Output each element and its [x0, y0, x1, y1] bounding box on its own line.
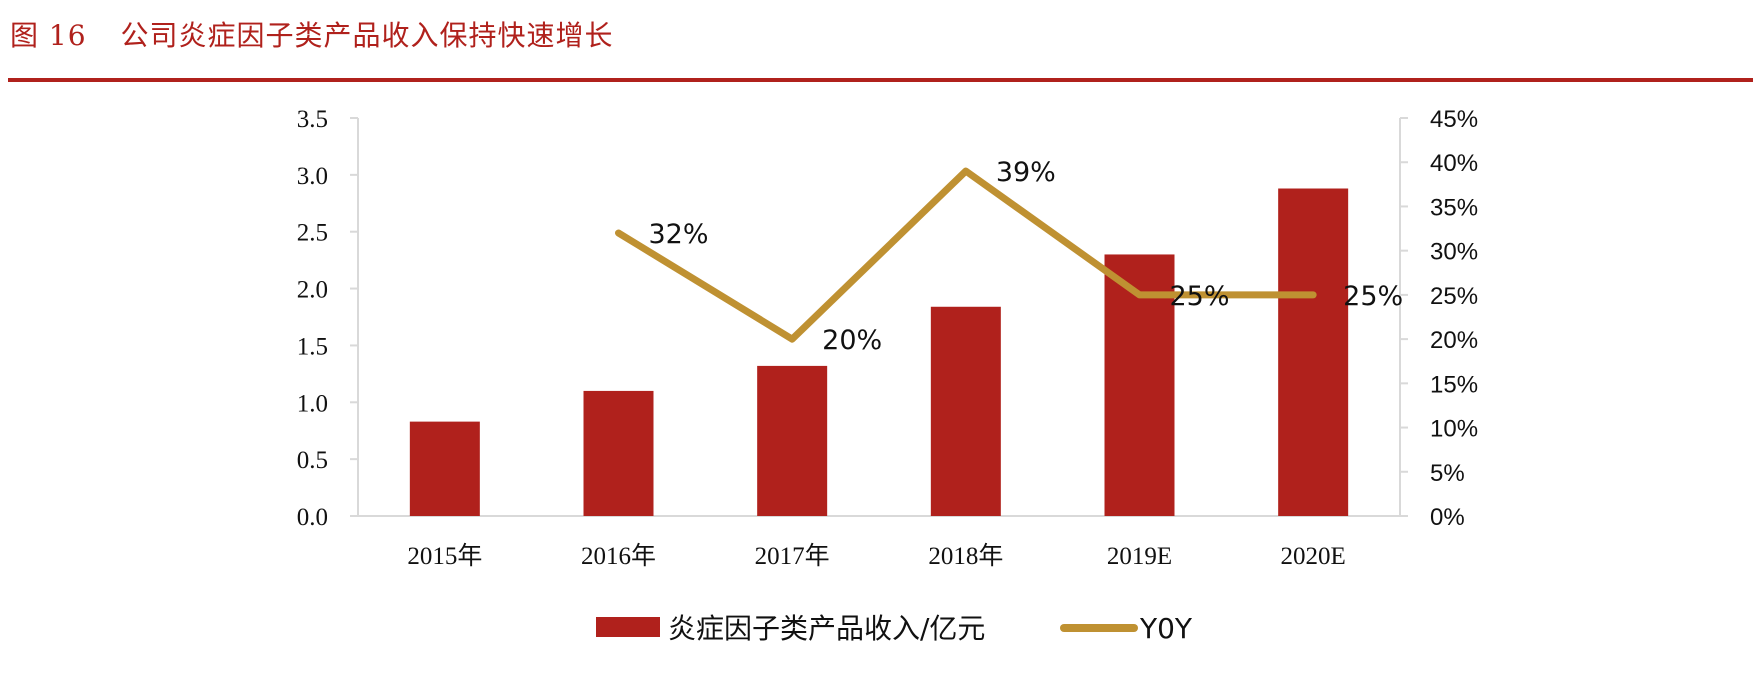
chart-axes: 0.0 0.5 1.0 1.5 2.0 2.5 3.0 3.5 0% 5% 10% 15% 20% 25%… — [297, 106, 1478, 570]
yoy-data-label: 20% — [822, 325, 882, 356]
bar — [409, 421, 480, 516]
y-right-tick-label: 35% — [1430, 194, 1478, 221]
yoy-data-label: 39% — [996, 157, 1056, 188]
y-right-tick-label: 40% — [1430, 150, 1478, 177]
y-right-tick-label: 5% — [1430, 460, 1465, 487]
y-left-tick-label: 0.0 — [297, 504, 328, 531]
bar — [1278, 188, 1349, 516]
y-left-tick-label: 2.0 — [297, 277, 328, 304]
y-right-tick-label: 30% — [1430, 239, 1478, 266]
legend: 炎症因子类产品收入/亿元 Y0Y — [596, 612, 1193, 645]
line-series — [615, 167, 1317, 343]
x-tick-label: 2020E — [1281, 543, 1346, 570]
bar-series — [409, 188, 1349, 516]
bar — [930, 306, 1001, 516]
y-left-tick-label: 0.5 — [297, 447, 328, 474]
legend-label-line: Y0Y — [1139, 612, 1193, 645]
y-right-tick-label: 45% — [1430, 106, 1478, 133]
header-divider — [8, 78, 1753, 82]
bar — [757, 365, 828, 516]
y-right-tick-label: 20% — [1430, 327, 1478, 354]
legend-swatch-bar — [596, 617, 660, 637]
y-right-tick-label: 0% — [1430, 504, 1465, 531]
bar — [583, 390, 654, 516]
x-tick-label: 2017年 — [755, 542, 830, 570]
yoy-data-label: 32% — [649, 219, 709, 250]
y-left-tick-label: 3.5 — [297, 106, 328, 133]
yoy-data-label: 25% — [1343, 281, 1403, 312]
y-right-tick-label: 15% — [1430, 371, 1478, 398]
y-left-tick-label: 2.5 — [297, 220, 328, 247]
data-labels: 32% 20% 39% 25% 25% — [649, 157, 1404, 356]
x-tick-label: 2015年 — [407, 542, 482, 570]
yoy-data-label: 25% — [1170, 281, 1230, 312]
y-right-tick-label: 10% — [1430, 416, 1478, 443]
y-right-tick-label: 25% — [1430, 283, 1478, 310]
x-tick-label: 2019E — [1107, 543, 1172, 570]
x-tick-label: 2016年 — [581, 542, 656, 570]
y-left-tick-label: 1.5 — [297, 333, 328, 360]
x-tick-label: 2018年 — [928, 542, 1003, 570]
figure-title: 公司炎症因子类产品收入保持快速增长 — [120, 19, 614, 52]
legend-label-bar: 炎症因子类产品收入/亿元 — [668, 612, 985, 645]
y-left-tick-label: 3.0 — [297, 163, 328, 190]
figure-header: 图 16 公司炎症因子类产品收入保持快速增长 — [10, 14, 614, 54]
figure-number: 图 16 — [10, 19, 87, 52]
y-left-tick-label: 1.0 — [297, 390, 328, 417]
